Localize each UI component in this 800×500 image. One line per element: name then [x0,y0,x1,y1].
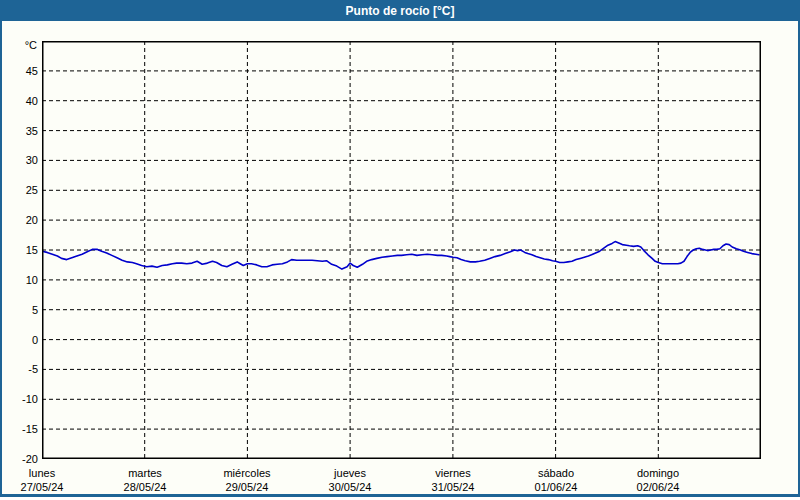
y-axis-tick-label: 20 [0,213,38,227]
x-axis-day-label: lunes [0,467,92,480]
chart-title: Punto de rocío [°C] [346,4,455,18]
x-axis-date-label: 30/05/24 [300,481,400,494]
chart-title-bar: Punto de rocío [°C] [0,0,800,21]
x-axis-day-label: jueves [300,467,400,480]
x-axis-day-label: sábado [506,467,606,480]
y-axis-tick-label: 35 [0,124,38,138]
x-axis-date-label: 02/06/24 [608,481,708,494]
y-axis-tick-label: 10 [0,273,38,287]
y-axis-tick-label: 15 [0,243,38,257]
y-axis-tick-label: -5 [0,362,38,376]
y-axis-tick-label: 0 [0,333,38,347]
y-axis-tick-label: -10 [0,392,38,406]
y-axis-tick-label: 45 [0,64,38,78]
x-axis-day-label: domingo [608,467,708,480]
chart-window: Punto de rocío [°C] °C 45 40 35 30 25 20… [0,0,800,500]
y-axis-tick-label: 25 [0,183,38,197]
x-axis-day-label: martes [95,467,195,480]
x-axis-date-label: 01/06/24 [506,481,606,494]
y-axis-tick-label: 5 [0,303,38,317]
y-axis-unit-label: °C [0,39,37,51]
x-axis-day-label: miércoles [197,467,297,480]
x-axis-date-label: 31/05/24 [403,481,503,494]
y-axis-tick-label: 40 [0,94,38,108]
x-axis-date-label: 28/05/24 [95,481,195,494]
window-border-bottom [0,494,800,497]
x-axis-date-label: 29/05/24 [197,481,297,494]
y-axis-tick-label: -20 [0,452,38,466]
y-axis-tick-label: -15 [0,422,38,436]
dew-point-line-chart [42,41,761,459]
y-axis-tick-label: 30 [0,153,38,167]
x-axis-date-label: 27/05/24 [0,481,92,494]
x-axis-day-label: viernes [403,467,503,480]
